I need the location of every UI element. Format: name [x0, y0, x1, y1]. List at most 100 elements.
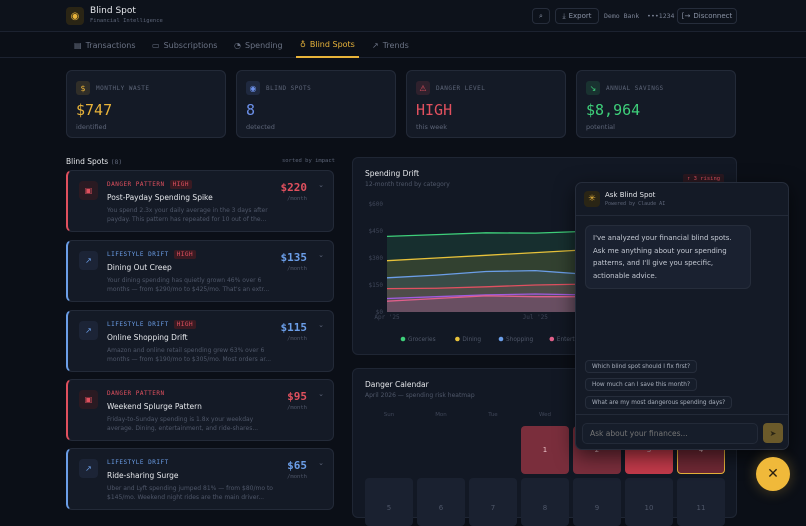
warning-icon: ⚠ — [416, 81, 430, 95]
calendar-day[interactable]: 8 — [521, 478, 569, 526]
blindspot-item[interactable]: ↗ LIFESTYLE DRIFT Ride-sharing Surge Uber a… — [66, 448, 334, 510]
tab-blind-spots[interactable]: ♁ Blind Spots — [296, 32, 359, 58]
chat-input[interactable] — [582, 423, 758, 444]
sort-label: sorted by impact — [282, 158, 335, 164]
calendar-day[interactable]: 11 — [677, 478, 725, 526]
divider — [576, 414, 788, 415]
item-desc: Your dining spending has quietly grown 4… — [107, 277, 270, 293]
category-label: DANGER PATTERN — [107, 390, 165, 397]
download-icon: ⤓ — [562, 11, 566, 20]
item-title: Online Shopping Drift — [107, 333, 188, 342]
send-button[interactable]: ➤ — [763, 423, 783, 443]
legend-swatch — [549, 336, 555, 342]
chevron-down-icon[interactable]: ⌄ — [318, 251, 324, 259]
calendar-day[interactable]: 6 — [417, 478, 465, 526]
item-amount: $220 — [280, 181, 308, 194]
eye-icon: ◉ — [246, 81, 260, 95]
tab-transactions[interactable]: ▤ Transactions — [74, 32, 136, 58]
stat-label: BLIND SPOTS — [266, 85, 312, 92]
stat-label: ANNUAL SAVINGS — [606, 85, 664, 92]
blindspot-item[interactable]: ↗ LIFESTYLE DRIFT HIGH Online Shopping Drif… — [66, 310, 334, 372]
export-label: Export — [568, 12, 592, 20]
app-header: ◉ Blind Spot Financial Intelligence ⌕ ⤓ E… — [0, 0, 806, 32]
export-button[interactable]: ⤓ Export — [555, 8, 599, 24]
item-per: /month — [287, 266, 307, 272]
chevron-down-icon[interactable]: ⌄ — [318, 321, 324, 329]
suggestion-chip[interactable]: How much can I save this month? — [585, 378, 698, 391]
lightbulb-icon: ♁ — [300, 39, 306, 49]
stat-sub: potential — [586, 123, 615, 131]
item-desc: Friday-to-Sunday spending is 1.8x your w… — [107, 416, 259, 432]
item-per: /month — [287, 196, 307, 202]
category-label: LIFESTYLE DRIFT — [107, 251, 169, 258]
weekday-label: Tue — [488, 412, 498, 418]
item-per: /month — [287, 474, 307, 480]
trend-up-icon: ↗ — [79, 321, 98, 340]
disconnect-button[interactable]: [→ Disconnect — [677, 8, 737, 24]
stat-label: MONTHLY WASTE — [96, 85, 150, 92]
stat-card: ◉ BLIND SPOTS 8 detected — [236, 70, 396, 138]
pie-icon: ◔ — [234, 40, 241, 50]
chat-subtitle: Powered by Claude AI — [605, 201, 666, 207]
send-icon: ➤ — [769, 428, 777, 438]
legend-label: Shopping — [506, 337, 534, 343]
dollar-icon: $ — [76, 81, 90, 95]
tab-subscriptions[interactable]: ▭ Subscriptions — [152, 32, 217, 58]
y-tick-label: $600 — [369, 201, 384, 208]
chat-title: Ask Blind Spot — [605, 191, 656, 199]
category-label: LIFESTYLE DRIFT — [107, 321, 169, 328]
legend-swatch — [498, 336, 504, 342]
chevron-down-icon[interactable]: ⌄ — [318, 181, 324, 189]
item-amount: $115 — [280, 321, 308, 334]
item-desc: Uber and Lyft spending jumped 81% — from… — [107, 485, 273, 501]
blindspot-item[interactable]: ▣ DANGER PATTERN HIGH Post-Payday Spending … — [66, 170, 334, 232]
trend-up-icon: ↗ — [79, 251, 98, 270]
stat-value: 8 — [246, 101, 256, 119]
x-tick-label: Apr '25 — [374, 314, 400, 321]
calendar-day[interactable]: 7 — [469, 478, 517, 526]
app-subtitle: Financial Intelligence — [90, 18, 163, 24]
bank-account: Demo Bank •••1234 — [604, 12, 675, 20]
weekday-label: Wed — [539, 412, 551, 418]
y-tick-label: $0 — [376, 309, 384, 316]
stat-card: $ MONTHLY WASTE $747 identified — [66, 70, 226, 138]
calendar-day[interactable]: 1 — [521, 426, 569, 474]
suggestion-chip[interactable]: Which blind spot should I fix first? — [585, 360, 698, 373]
weekday-label: Sun — [383, 412, 395, 418]
calendar-day[interactable]: 10 — [625, 478, 673, 526]
legend-label: Dining — [462, 337, 481, 343]
calendar-icon: ▣ — [79, 390, 98, 409]
legend-swatch — [400, 336, 406, 342]
blindspot-item[interactable]: ↗ LIFESTYLE DRIFT HIGH Dining Out Creep Your… — [66, 240, 334, 302]
logout-icon: [→ — [681, 12, 691, 20]
calendar-day[interactable]: 5 — [365, 478, 413, 526]
trend-down-icon: ↘ — [586, 81, 600, 95]
calendar-day[interactable]: 9 — [573, 478, 621, 526]
tab-trends[interactable]: ↗ Trends — [372, 32, 409, 58]
blindspot-item[interactable]: ▣ DANGER PATTERN Weekend Splurge Pattern Fr… — [66, 379, 334, 441]
tab-label: Spending — [244, 40, 283, 50]
x-tick-label: Jul '25 — [523, 314, 549, 321]
stat-value: HIGH — [416, 101, 453, 119]
category-label: DANGER PATTERN — [107, 181, 165, 188]
tab-bar: ▤ Transactions ▭ Subscriptions ◔ Spending ♁ Bli… — [0, 32, 806, 58]
item-title: Ride-sharing Surge — [107, 471, 179, 480]
sparkle-icon: ✳ — [584, 191, 600, 207]
y-tick-label: $150 — [369, 282, 384, 289]
search-button[interactable]: ⌕ — [532, 8, 550, 24]
suggestion-chip[interactable]: What are my most dangerous spending days… — [585, 396, 733, 409]
item-desc: You spend 2.3x your daily average in the… — [107, 207, 268, 223]
calendar-title: Danger Calendar — [365, 380, 429, 389]
tab-spending[interactable]: ◔ Spending — [234, 32, 283, 58]
tab-label: Trends — [382, 40, 409, 50]
weekday-label: Mon — [435, 412, 447, 418]
chevron-down-icon[interactable]: ⌄ — [318, 390, 324, 398]
item-per: /month — [287, 336, 307, 342]
receipt-icon: ▤ — [74, 40, 82, 50]
stat-value: $8,964 — [586, 101, 641, 119]
category-label: LIFESTYLE DRIFT — [107, 459, 169, 466]
stat-sub: identified — [76, 123, 107, 131]
chevron-down-icon[interactable]: ⌄ — [318, 459, 324, 467]
close-chat-button[interactable]: ✕ — [756, 457, 790, 491]
blindspots-title: Blind Spots — [66, 157, 109, 166]
